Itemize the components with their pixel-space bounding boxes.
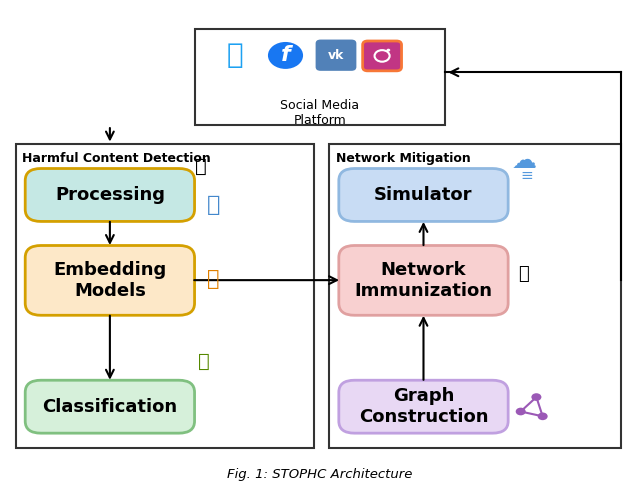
Text: 🔶: 🔶 [207, 269, 220, 289]
Text: 🧠: 🧠 [198, 352, 210, 371]
Text: f: f [281, 46, 291, 65]
Bar [16, 144, 314, 448]
Bar [195, 29, 445, 125]
Text: Network
Immunization: Network Immunization [355, 261, 493, 300]
Text: Fig. 1: STOPHC Architecture: Fig. 1: STOPHC Architecture [227, 467, 413, 481]
Text: ☁: ☁ [511, 149, 536, 173]
FancyBboxPatch shape [316, 40, 356, 71]
FancyBboxPatch shape [363, 41, 401, 71]
Text: 💉: 💉 [518, 265, 529, 283]
Circle shape [538, 412, 548, 420]
Text: Harmful Content Detection: Harmful Content Detection [22, 152, 211, 164]
FancyBboxPatch shape [339, 168, 508, 221]
Text: 🐦: 🐦 [227, 41, 244, 69]
FancyBboxPatch shape [339, 246, 508, 315]
Circle shape [516, 408, 525, 415]
Text: 🔍: 🔍 [195, 157, 207, 176]
FancyBboxPatch shape [25, 246, 195, 315]
Text: Graph
Construction: Graph Construction [359, 387, 488, 426]
Text: vk: vk [328, 49, 344, 62]
Text: Social Media
Platform: Social Media Platform [280, 99, 360, 127]
Text: ≡: ≡ [520, 168, 533, 183]
Text: Network Mitigation: Network Mitigation [336, 152, 470, 164]
Text: Simulator: Simulator [374, 186, 473, 204]
FancyBboxPatch shape [339, 380, 508, 433]
Circle shape [268, 42, 303, 69]
Text: Classification: Classification [42, 398, 177, 416]
Bar [330, 144, 621, 448]
FancyBboxPatch shape [25, 168, 195, 221]
Text: 🗃: 🗃 [207, 194, 220, 215]
FancyBboxPatch shape [25, 380, 195, 433]
Text: Processing: Processing [55, 186, 165, 204]
Circle shape [387, 49, 390, 52]
Text: Embedding
Models: Embedding Models [53, 261, 166, 300]
Circle shape [531, 393, 541, 401]
